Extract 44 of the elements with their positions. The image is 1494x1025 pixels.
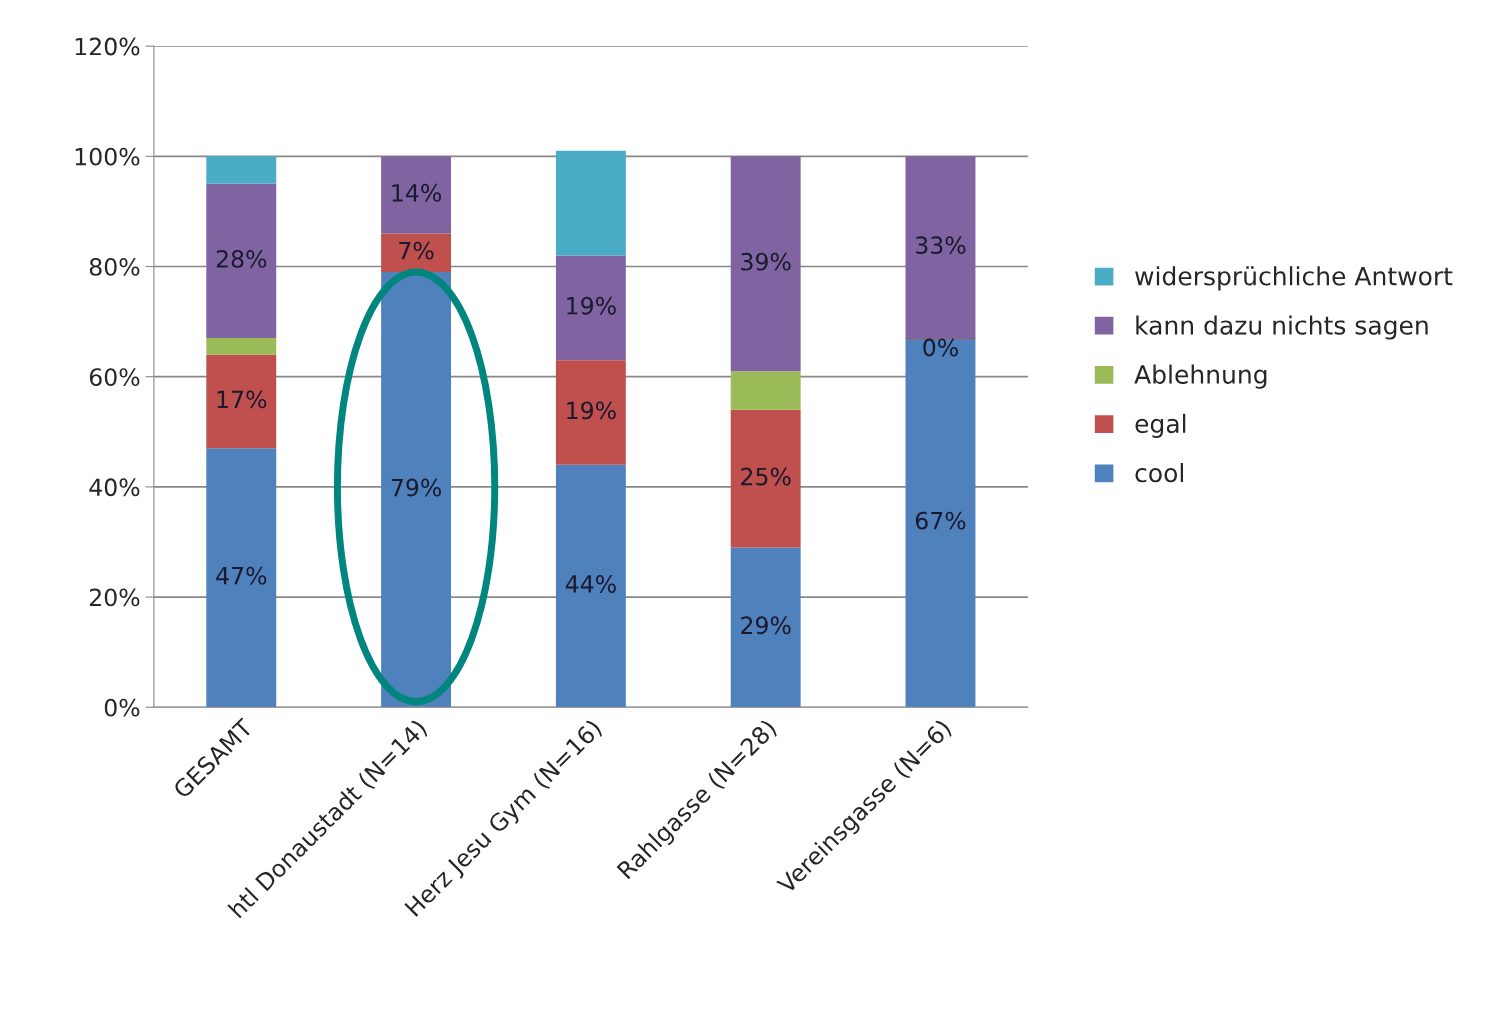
data-label: 47% <box>216 566 267 585</box>
bar <box>905 156 976 339</box>
y-tick-label: 100% <box>75 147 140 166</box>
legend-label: Ablehnung <box>1134 364 1267 389</box>
legend-label: widersprüchliche Antwort <box>1135 266 1453 291</box>
data-label: 17% <box>217 390 267 409</box>
legend-label: cool <box>1135 462 1184 483</box>
y-tick-label: 20% <box>89 588 140 607</box>
data-label: 19% <box>567 296 616 315</box>
bar <box>206 183 277 339</box>
data-label: 0% <box>923 338 958 357</box>
bar <box>381 233 452 273</box>
data-label: 25% <box>741 467 791 486</box>
bar <box>381 156 452 234</box>
bar <box>555 150 626 256</box>
y-tick-label: 0% <box>104 698 140 717</box>
data-label: 28% <box>216 249 267 268</box>
data-label: 29% <box>741 616 791 635</box>
data-label: 33% <box>916 236 966 255</box>
bar <box>555 464 626 708</box>
bar <box>905 338 976 708</box>
bar <box>206 354 277 449</box>
data-label: 14% <box>392 183 442 202</box>
y-tick-label: 60% <box>89 368 140 386</box>
legend-label: egal <box>1135 413 1186 438</box>
bar <box>555 360 626 465</box>
bar <box>730 409 801 548</box>
data-label: 67% <box>915 511 966 530</box>
bar <box>206 156 277 184</box>
data-label: 39% <box>741 252 791 271</box>
bar <box>555 255 626 361</box>
bar <box>730 156 801 372</box>
bar <box>206 338 277 355</box>
bar <box>730 371 801 410</box>
data-label: 7% <box>399 241 434 260</box>
y-tick-label: 40% <box>89 478 140 497</box>
bar <box>206 448 277 708</box>
legend-label: kann dazu nichts sagen <box>1136 315 1428 340</box>
data-label: 44% <box>565 575 616 593</box>
bar <box>730 547 801 708</box>
y-tick-label: 80% <box>89 257 140 276</box>
data-label: 19% <box>567 401 616 420</box>
y-tick-label: 120% <box>75 37 140 56</box>
data-label: 79% <box>391 478 442 497</box>
